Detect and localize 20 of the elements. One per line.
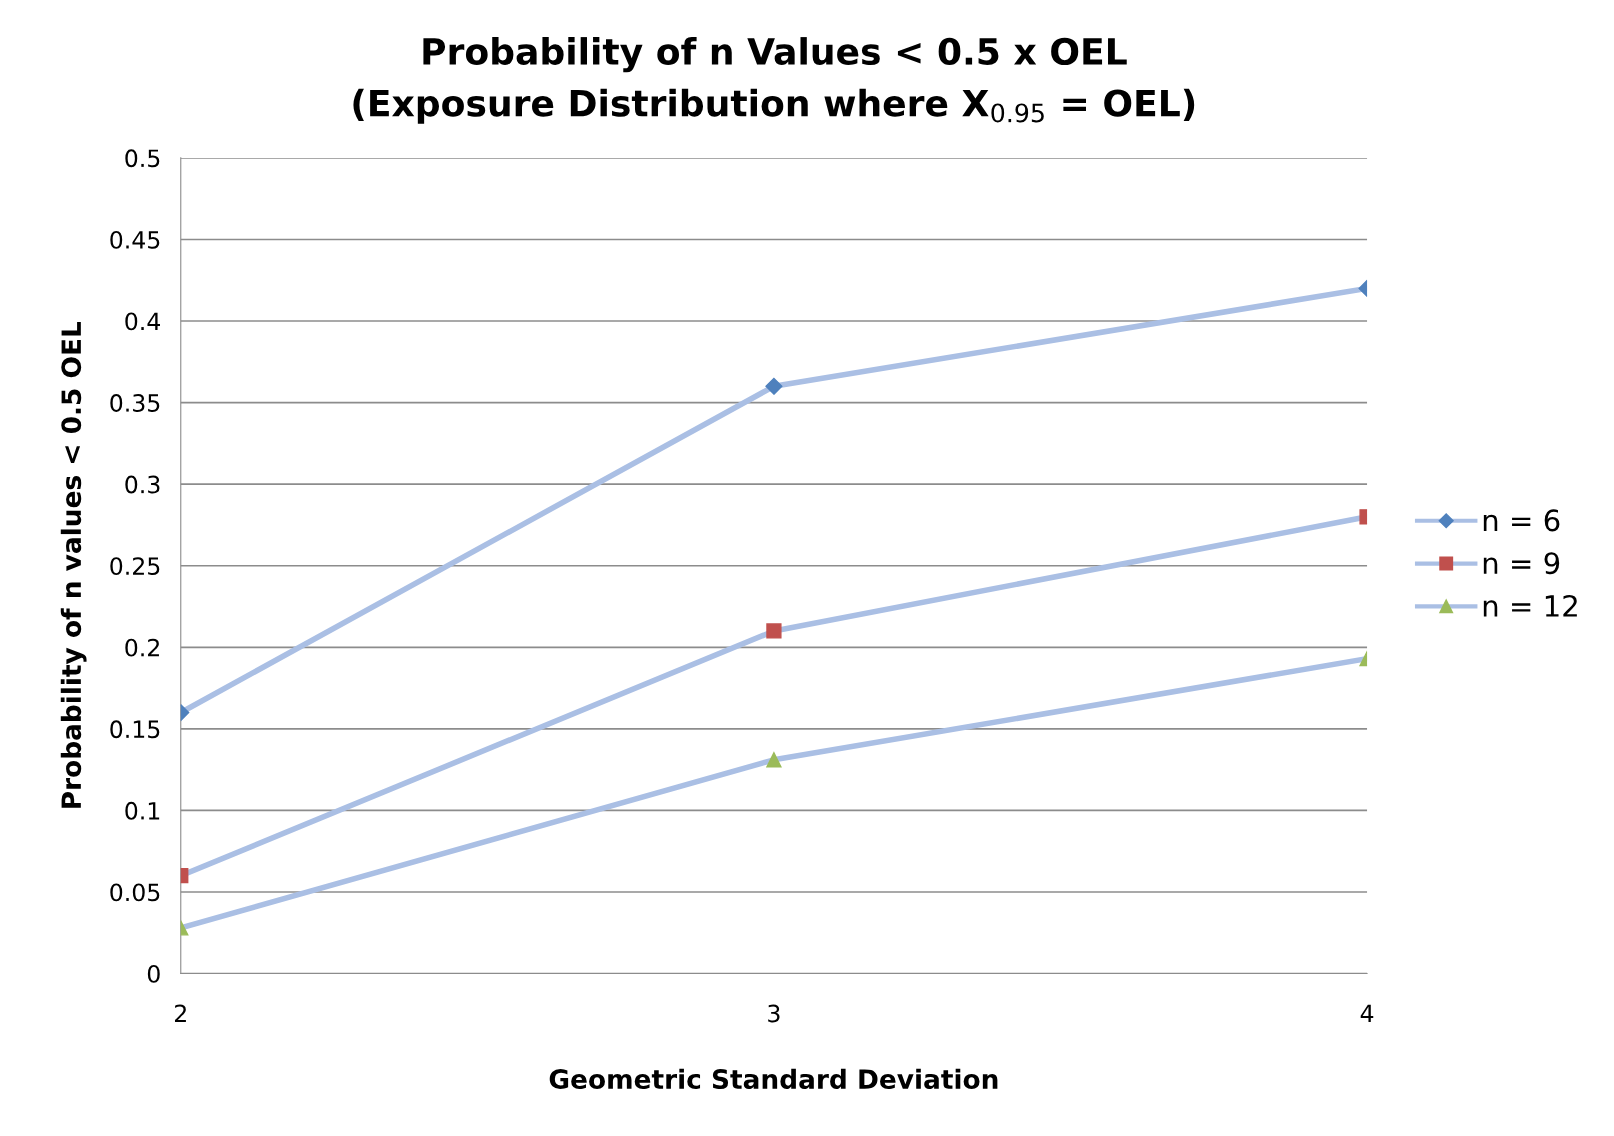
y-tick-label: 0.5 <box>125 149 160 168</box>
y-tick-label: 0.4 <box>125 312 160 331</box>
y-axis-title: Probability of n values < 0.5 OEL <box>60 321 87 808</box>
y-tick-label: 0.3 <box>125 475 160 494</box>
legend-label: n = 6 <box>1483 509 1560 532</box>
x-axis-title: Geometric Standard Deviation <box>549 1068 998 1090</box>
y-tick-label: 0.2 <box>125 638 159 657</box>
y-tick-label: 0 <box>147 965 160 983</box>
legend-label: n = 12 <box>1483 594 1577 617</box>
x-tick-label: 3 <box>768 1004 780 1023</box>
y-tick-label: 0.25 <box>110 557 160 576</box>
x-tick-label: 2 <box>174 1004 186 1023</box>
x-tick-label: 4 <box>1360 1004 1374 1023</box>
y-tick-label: 0.35 <box>110 394 160 412</box>
y-tick-label: 0.15 <box>110 720 160 739</box>
y-tick-label: 0.05 <box>110 883 160 902</box>
y-tick-label: 0.1 <box>125 801 160 820</box>
y-tick-label: 0.45 <box>110 230 160 249</box>
chart-title: Probability of n Values < 0.5 x OEL (Exposure Distribution where X$_{0.95}$ = OEL) <box>353 37 1195 124</box>
legend-label: n = 9 <box>1483 552 1560 575</box>
